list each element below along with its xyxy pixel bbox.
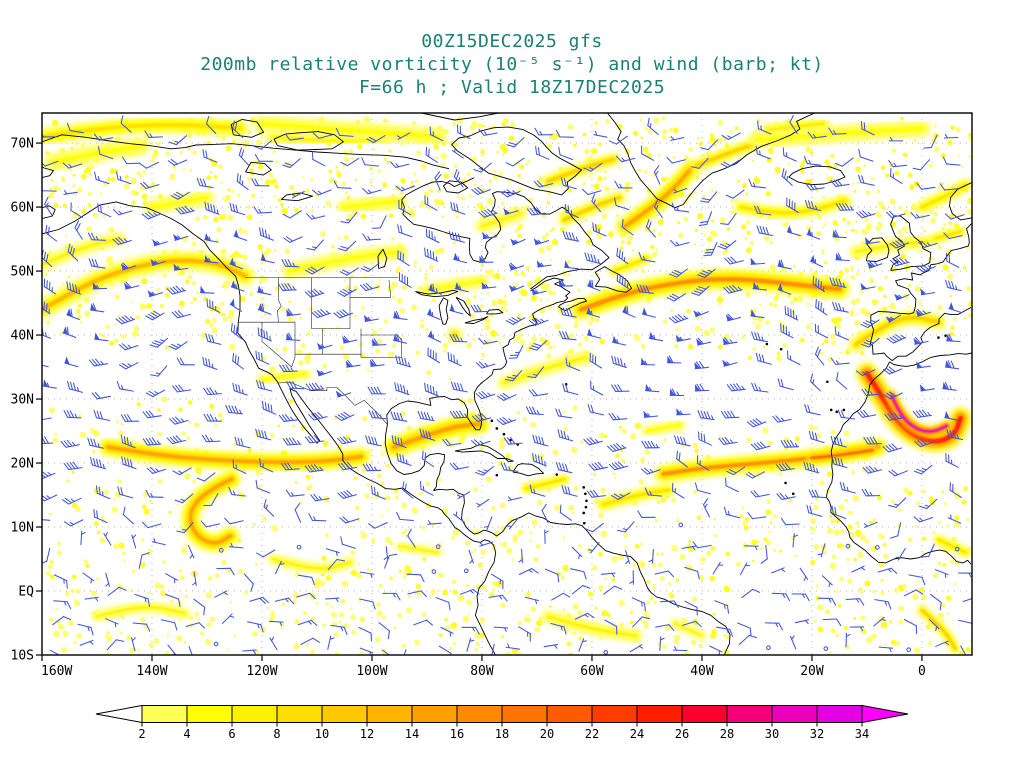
vorticity-wind-map: 70N 60N 50N 40N 30N 20N 10N EQ 10S 160W 140W 120W 10…: [11, 112, 973, 679]
colorbar-legend: 2 4 6 8 10 12 14 16 18 20 22 24 26 28 30 32 34: [95, 704, 909, 741]
lon-tick-label: 80W: [470, 664, 494, 679]
colorbar-tick-label: 2: [138, 727, 145, 741]
colorbar-segment: [186, 705, 233, 723]
lon-tick-label: 160W: [41, 664, 72, 679]
wind-barb-layer: [42, 114, 972, 655]
lat-tick-label: 10S: [11, 649, 34, 664]
colorbar-segment: [591, 705, 638, 723]
lat-tick-label: 60N: [11, 201, 34, 216]
lat-tick-label: 40N: [11, 329, 34, 344]
colorbar-segment: [141, 705, 188, 723]
title-line-valid: F=66 h ; Valid 18Z17DEC2025: [358, 77, 666, 98]
colorbar-segment: [636, 705, 683, 723]
colorbar-segment: [816, 705, 863, 723]
colorbar-segment: [231, 705, 278, 723]
colorbar-segment: [411, 705, 458, 723]
colorbar-tick-label: 8: [273, 727, 280, 741]
lon-tick-label: 0: [918, 664, 926, 679]
axes-layer: 70N 60N 50N 40N 30N 20N 10N EQ 10S 160W 140W 120W 10…: [11, 112, 973, 679]
colorbar-tick-label: 10: [315, 727, 329, 741]
title-line-field: 200mb relative vorticity (10⁻⁵ s⁻¹) and …: [200, 54, 824, 75]
colorbar-tick-label: 28: [720, 727, 734, 741]
colorbar-tick-label: 22: [585, 727, 599, 741]
colorbar-tick-label: 20: [540, 727, 554, 741]
lat-tick-label: 50N: [11, 265, 34, 280]
colorbar-segment: [681, 705, 728, 723]
title-line-run: 00Z15DEC2025 gfs: [421, 31, 603, 52]
colorbar-tick-label: 30: [765, 727, 779, 741]
colorbar-segment: [726, 705, 773, 723]
colorbar-tick-label: 14: [405, 727, 419, 741]
lat-tick-label: 20N: [11, 457, 34, 472]
colorbar-tick-label: 4: [183, 727, 190, 741]
colorbar-tick-label: 34: [855, 727, 869, 741]
colorbar-right-arrow: [861, 704, 909, 724]
lon-tick-label: 140W: [136, 664, 167, 679]
colorbar-left-arrow: [95, 704, 143, 724]
title-block: 00Z15DEC2025 gfs 200mb relative vorticit…: [0, 30, 1024, 99]
colorbar-tick-label: 16: [450, 727, 464, 741]
lat-tick-label: EQ: [18, 585, 34, 600]
vorticity-shading-layer: [42, 115, 972, 655]
colorbar-segment: [456, 705, 503, 723]
lon-tick-label: 120W: [246, 664, 277, 679]
colorbar-segment: [321, 705, 368, 723]
lat-tick-label: 10N: [11, 521, 34, 536]
lon-tick-label: 100W: [356, 664, 387, 679]
lon-tick-label: 60W: [580, 664, 604, 679]
lat-tick-label: 70N: [11, 137, 34, 152]
colorbar-segment: [276, 705, 323, 723]
colorbar-segment: [366, 705, 413, 723]
basemap-layer: [42, 113, 972, 655]
colorbar-tick-label: 6: [228, 727, 235, 741]
colorbar-tick-label: 26: [675, 727, 689, 741]
colorbar-segment: [546, 705, 593, 723]
colorbar-tick-label: 24: [630, 727, 644, 741]
colorbar-tick-label: 32: [810, 727, 824, 741]
colorbar-tick-label: 18: [495, 727, 509, 741]
lon-tick-label: 40W: [690, 664, 714, 679]
colorbar-tick-label: 12: [360, 727, 374, 741]
lon-tick-label: 20W: [800, 664, 824, 679]
colorbar-segment: [501, 705, 548, 723]
colorbar-segment: [771, 705, 818, 723]
lat-tick-label: 30N: [11, 393, 34, 408]
